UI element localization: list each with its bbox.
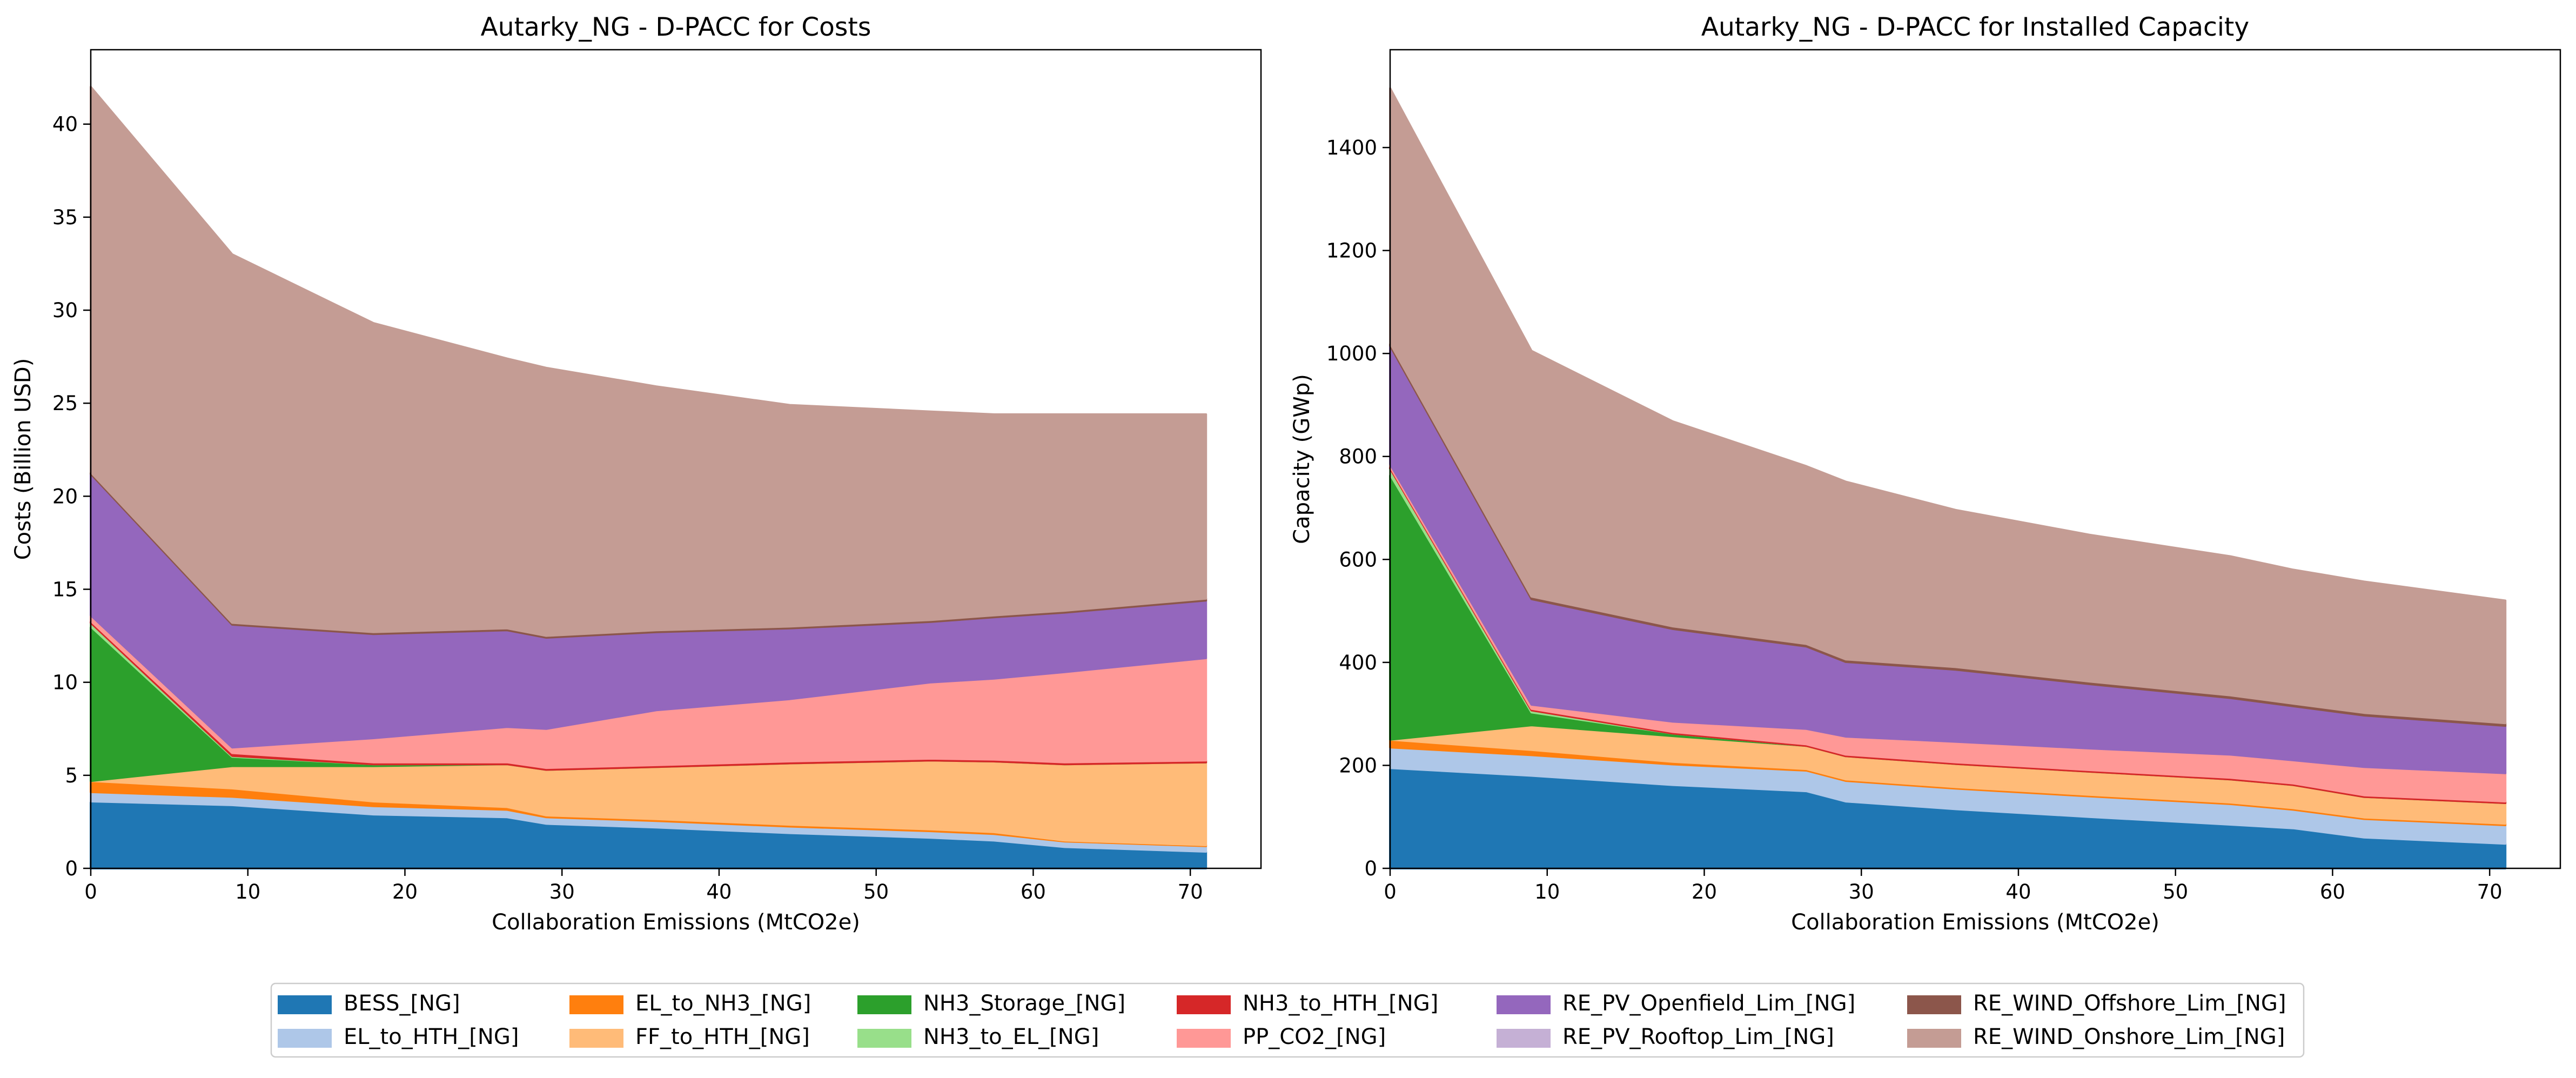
x-tick-label: 50	[863, 880, 889, 903]
legend-label: NH3_to_HTH_[NG]	[1243, 991, 1438, 1016]
plot-frame	[90, 49, 1262, 869]
x-tick-label: 70	[2477, 880, 2503, 903]
y-tick-label: 20	[52, 485, 78, 508]
y-tick-label: 40	[52, 113, 78, 136]
legend-swatch	[1497, 1029, 1551, 1048]
chart-title: Autarky_NG - D-PACC for Installed Capaci…	[1701, 12, 2249, 42]
legend: BESS_[NG] EL_to_HTH_[NG] EL_to_NH3_[NG] FF_…	[270, 982, 2305, 1058]
x-tick-label: 10	[1534, 880, 1560, 903]
x-tick-label: 60	[1021, 880, 1046, 903]
area-re-wind-onshore-lim-ng	[1389, 87, 2507, 725]
legend-item-nh3-storage-ng: NH3_Storage_[NG]	[857, 991, 1125, 1016]
legend-label: RE_PV_Openfield_Lim_[NG]	[1562, 991, 1855, 1016]
y-axis-label: Capacity (GWp)	[1290, 374, 1314, 544]
legend-item-el-to-nh3-ng: EL_to_NH3_[NG]	[569, 991, 811, 1016]
y-tick-label: 15	[52, 578, 78, 601]
x-axis-label: Collaboration Emissions (MtCO2e)	[1791, 910, 2159, 935]
x-tick-label: 50	[2163, 880, 2188, 903]
legend-item-el-to-hth-ng: EL_to_HTH_[NG]	[278, 1025, 519, 1049]
legend-label: FF_to_HTH_[NG]	[635, 1025, 810, 1049]
legend-swatch	[1177, 995, 1231, 1014]
legend-item-re-pv-rooftop-lim-ng: RE_PV_Rooftop_Lim_[NG]	[1497, 1025, 1834, 1049]
legend-item-re-pv-openfield-lim-ng: RE_PV_Openfield_Lim_[NG]	[1497, 991, 1855, 1016]
capacity-chart: 0 10 20 30 40 50 60 70 0 200 400 600 800 1000 1200 1400…	[1290, 12, 2561, 935]
legend-label: RE_WIND_Onshore_Lim_[NG]	[1973, 1025, 2285, 1049]
legend-label: NH3_to_EL_[NG]	[923, 1025, 1099, 1049]
x-axis-label: Collaboration Emissions (MtCO2e)	[492, 910, 860, 935]
x-tick-label: 70	[1178, 880, 1203, 903]
y-tick-label: 10	[52, 671, 78, 694]
legend-label: PP_CO2_[NG]	[1243, 1025, 1386, 1049]
y-tick-label: 5	[65, 764, 78, 787]
y-tick-label: 0	[1364, 857, 1377, 880]
area-series-group	[1389, 87, 2507, 869]
legend-item-nh3-to-hth-ng: NH3_to_HTH_[NG]	[1177, 991, 1438, 1016]
legend-swatch	[1907, 1029, 1961, 1048]
y-tick-label: 1200	[1326, 239, 1377, 263]
x-tick-label: 40	[706, 880, 732, 903]
y-tick-label: 1000	[1326, 342, 1377, 365]
x-tick-label: 0	[1384, 880, 1397, 903]
x-tick-label: 0	[84, 880, 97, 903]
legend-label: NH3_Storage_[NG]	[923, 991, 1125, 1016]
y-tick-label: 30	[52, 299, 78, 322]
legend-item-bess-ng: BESS_[NG]	[278, 991, 460, 1016]
x-tick-label: 20	[1692, 880, 1717, 903]
area-re-wind-onshore-lim-ng	[90, 85, 1208, 637]
legend-item-nh3-to-el-ng: NH3_to_EL_[NG]	[857, 1025, 1099, 1049]
legend-swatch	[569, 1029, 623, 1048]
legend-frame	[270, 982, 2305, 1058]
y-tick-label: 200	[1339, 754, 1377, 777]
area-series-group	[90, 85, 1208, 869]
y-tick-label: 600	[1339, 548, 1377, 571]
y-tick-label: 800	[1339, 445, 1377, 468]
x-tick-label: 20	[392, 880, 418, 903]
costs-chart: 0 10 20 30 40 50 60 70 0 5 10 15 20 25 30 35 40 Autarky_N…	[11, 12, 1262, 935]
x-tick-label: 40	[2005, 880, 2031, 903]
legend-swatch	[1497, 995, 1551, 1014]
legend-label: BESS_[NG]	[344, 991, 460, 1016]
legend-swatch	[569, 995, 623, 1014]
x-tick-label: 30	[549, 880, 575, 903]
y-axis-label: Costs (Billion USD)	[11, 358, 36, 560]
legend-item-re-wind-onshore-lim-ng: RE_WIND_Onshore_Lim_[NG]	[1907, 1025, 2285, 1049]
y-tick-label: 400	[1339, 651, 1377, 674]
y-tick-label: 35	[52, 206, 78, 229]
legend-swatch	[1907, 995, 1961, 1014]
legend-swatch	[278, 995, 332, 1014]
legend-swatch	[857, 1029, 911, 1048]
legend-swatch	[1177, 1029, 1231, 1048]
legend-label: EL_to_HTH_[NG]	[344, 1025, 519, 1049]
y-tick-label: 25	[52, 392, 78, 415]
chart-title: Autarky_NG - D-PACC for Costs	[481, 12, 871, 42]
legend-label: EL_to_NH3_[NG]	[635, 991, 811, 1016]
x-tick-label: 10	[235, 880, 260, 903]
legend-item-pp-co2-ng: PP_CO2_[NG]	[1177, 1025, 1386, 1049]
x-tick-label: 30	[1849, 880, 1874, 903]
legend-label: RE_WIND_Offshore_Lim_[NG]	[1973, 991, 2286, 1016]
legend-swatch	[857, 995, 911, 1014]
legend-swatch	[278, 1029, 332, 1048]
y-tick-label: 1400	[1326, 136, 1377, 159]
y-tick-label: 0	[65, 857, 78, 880]
legend-item-re-wind-offshore-lim-ng: RE_WIND_Offshore_Lim_[NG]	[1907, 991, 2286, 1016]
x-tick-label: 60	[2320, 880, 2345, 903]
legend-item-ff-to-hth-ng: FF_to_HTH_[NG]	[569, 1025, 810, 1049]
legend-label: RE_PV_Rooftop_Lim_[NG]	[1562, 1025, 1834, 1049]
plot-frame	[1389, 49, 2561, 869]
